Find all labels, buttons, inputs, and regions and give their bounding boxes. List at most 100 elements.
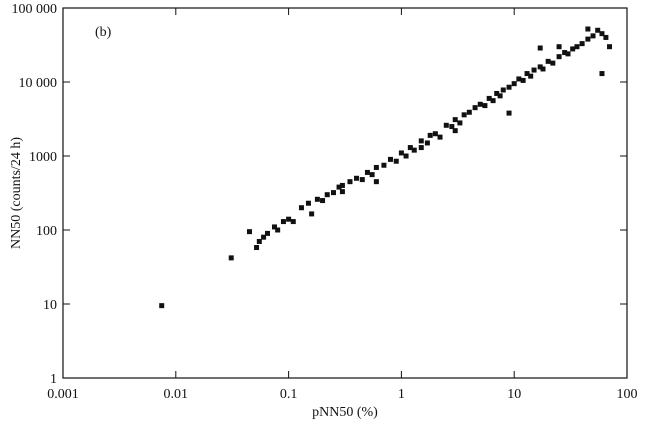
plot-frame [62, 7, 628, 379]
y-tick-label: 100 [36, 224, 57, 239]
point [407, 145, 413, 151]
point [228, 255, 234, 261]
point [590, 33, 596, 39]
point [457, 120, 463, 126]
point [373, 164, 379, 170]
point [411, 147, 417, 153]
point [556, 44, 562, 50]
point [330, 190, 336, 196]
point [500, 87, 506, 93]
point [398, 150, 404, 156]
point [324, 192, 330, 198]
x-axis-label: pNN50 (%) [312, 405, 378, 420]
x-tick-label: 10 [507, 387, 521, 402]
point [254, 245, 260, 251]
point [339, 182, 345, 188]
point [585, 26, 591, 32]
point [520, 77, 526, 83]
y-tick-label: 10 [43, 298, 57, 313]
point [490, 98, 496, 104]
point [449, 124, 455, 130]
point [482, 103, 488, 109]
point [599, 31, 605, 37]
point [607, 44, 613, 50]
point [320, 198, 326, 204]
point [461, 112, 467, 118]
point [381, 162, 387, 168]
point [305, 200, 311, 206]
point [497, 93, 503, 99]
point [545, 58, 551, 64]
point [599, 71, 605, 77]
point [290, 219, 296, 225]
point [477, 101, 483, 107]
point [528, 73, 534, 79]
point [369, 172, 375, 178]
point [364, 169, 370, 175]
point [472, 105, 478, 111]
y-tick-label: 100 000 [12, 2, 58, 17]
point [286, 216, 292, 222]
point [579, 41, 585, 47]
point [314, 196, 320, 202]
x-tick-label: 1 [398, 387, 405, 402]
point [540, 66, 546, 72]
point [432, 131, 438, 137]
point [511, 81, 517, 87]
x-tick-label: 0.1 [280, 387, 298, 402]
point [452, 128, 458, 134]
point [574, 44, 580, 50]
point [275, 227, 281, 233]
point [298, 205, 304, 211]
point [418, 145, 424, 151]
y-tick-label: 1000 [29, 150, 57, 165]
point [427, 132, 433, 138]
point [603, 34, 609, 40]
point [347, 179, 353, 185]
point [570, 46, 576, 52]
point [486, 95, 492, 101]
point [585, 36, 591, 42]
point [516, 76, 522, 82]
point [531, 67, 537, 73]
point [562, 50, 568, 56]
point [506, 110, 512, 116]
point [437, 134, 443, 140]
point [261, 234, 267, 240]
point [373, 179, 379, 185]
point [537, 64, 543, 70]
x-tick-label: 0.01 [164, 387, 189, 402]
point [537, 45, 543, 51]
point [452, 117, 458, 123]
x-tick-label: 0.001 [47, 387, 79, 402]
annotation: (b) [95, 25, 112, 40]
y-tick-label: 10 000 [19, 76, 58, 91]
point [466, 109, 472, 115]
point [272, 224, 278, 230]
point [339, 189, 345, 195]
point [336, 184, 342, 190]
point [256, 238, 262, 244]
point [550, 60, 556, 66]
point [524, 71, 530, 77]
point [387, 156, 393, 162]
point [354, 175, 360, 181]
point [556, 54, 562, 60]
point [595, 27, 601, 33]
point [393, 158, 399, 164]
point [309, 211, 315, 217]
y-axis-label: NN50 (counts/24 h) [9, 137, 24, 249]
point [494, 90, 500, 96]
point [443, 122, 449, 128]
point [418, 138, 424, 144]
point [159, 303, 165, 309]
point [565, 51, 571, 57]
point [246, 229, 252, 235]
point [359, 177, 365, 183]
x-tick-label: 100 [617, 387, 638, 402]
point [264, 230, 270, 236]
y-tick-label: 1 [50, 372, 57, 387]
point [506, 84, 512, 90]
point [424, 140, 430, 146]
